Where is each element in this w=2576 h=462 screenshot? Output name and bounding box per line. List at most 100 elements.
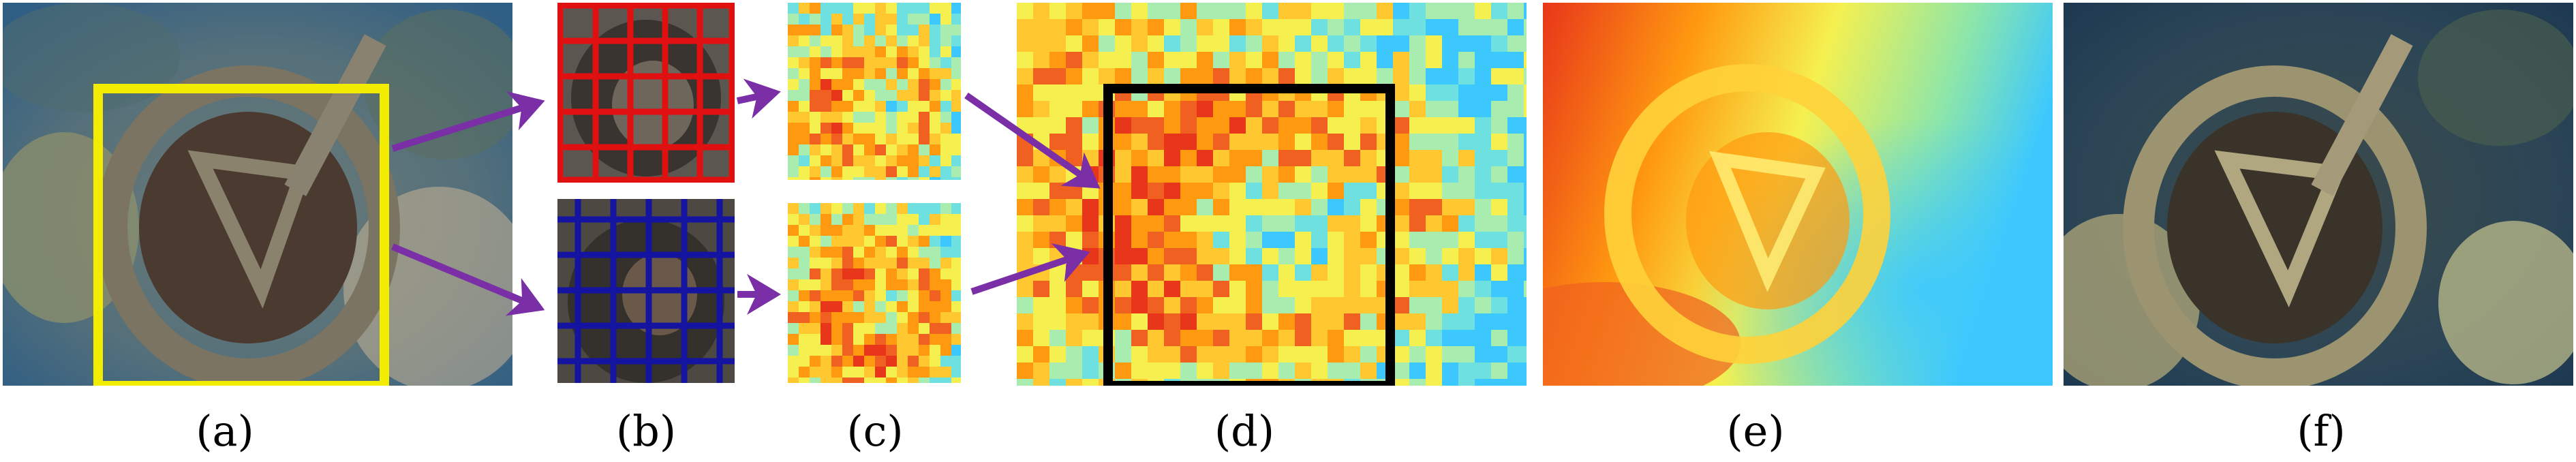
heatmap-cell (919, 25, 930, 36)
heatmap-cell (1491, 19, 1508, 36)
heatmap-cell (1475, 19, 1492, 36)
heatmap-cell (1131, 199, 1148, 216)
heatmap-cell (1491, 117, 1508, 134)
heatmap-cell (951, 323, 961, 335)
heatmap-cell (1197, 248, 1214, 265)
heatmap-cell (1262, 248, 1279, 265)
heatmap-cell (951, 290, 961, 302)
heatmap-cell (831, 301, 843, 313)
heatmap-cell (1344, 183, 1361, 200)
heatmap-cell (821, 356, 832, 367)
heatmap-cell (1426, 117, 1443, 134)
heatmap-cell (1148, 150, 1165, 167)
heatmap-cell (1213, 264, 1230, 281)
heatmap-cell (1229, 68, 1246, 85)
heatmap-cell (788, 79, 799, 91)
heatmap-cell (1458, 84, 1475, 102)
panel-b-red-grid-patch (557, 3, 735, 183)
heatmap-cell (1180, 68, 1197, 85)
heatmap-cell (1475, 297, 1492, 314)
heatmap-cell (1344, 363, 1361, 380)
heatmap-cell (1017, 297, 1034, 314)
heatmap-cell (1442, 52, 1459, 69)
heatmap-cell (1164, 215, 1181, 232)
heatmap-cell (1442, 199, 1459, 216)
heatmap-cell (940, 312, 952, 324)
heatmap-cell (1442, 3, 1459, 20)
heatmap-cell (853, 334, 865, 345)
heatmap-cell (875, 144, 887, 156)
heatmap-cell (1082, 68, 1099, 85)
heatmap-cell (810, 123, 821, 134)
heatmap-cell (886, 90, 898, 102)
heatmap-cell (1164, 264, 1181, 281)
heatmap-cell (810, 112, 821, 123)
heatmap-cell (1458, 3, 1475, 20)
label-d: (d) (1214, 406, 1275, 456)
heatmap-cell (1426, 101, 1443, 118)
heatmap-cell (1328, 19, 1345, 36)
heatmap-cell (1295, 150, 1312, 167)
heatmap-cell (951, 144, 961, 156)
heatmap-cell (842, 258, 854, 269)
heatmap-cell (831, 290, 843, 302)
heatmap-cell (1229, 313, 1246, 330)
heatmap-cell (1197, 363, 1214, 380)
heatmap-cell (951, 35, 961, 47)
heatmap-cell (1099, 35, 1116, 52)
heatmap-cell (1442, 150, 1459, 167)
heatmap-cell (1426, 330, 1443, 347)
heatmap-cell (1229, 346, 1246, 363)
heatmap-cell (1360, 19, 1377, 36)
heatmap-cell (951, 279, 961, 291)
heatmap-cell (1442, 117, 1459, 134)
heatmap-cell (1360, 150, 1377, 167)
heatmap-cell (951, 134, 961, 145)
heatmap-cell (897, 101, 908, 112)
heatmap-cell (788, 155, 799, 167)
heatmap-cell (1246, 52, 1263, 69)
heatmap-cell (908, 214, 919, 226)
heatmap-cell (1344, 281, 1361, 298)
heatmap-cell (831, 177, 843, 180)
heatmap-cell (1262, 313, 1279, 330)
heatmap-cell (875, 236, 887, 247)
heatmap-cell (875, 203, 887, 215)
heatmap-cell (853, 279, 865, 291)
heatmap-cell (1049, 3, 1067, 20)
heatmap-cell (853, 144, 865, 156)
heatmap-cell (1197, 166, 1214, 183)
heatmap-cell (1148, 3, 1165, 20)
heatmap-cell (1213, 166, 1230, 183)
heatmap-cell (799, 301, 810, 313)
heatmap-cell (1278, 330, 1295, 347)
heatmap-cell (875, 123, 887, 134)
heatmap-cell (799, 101, 810, 112)
heatmap-cell (1017, 232, 1034, 249)
heatmap-cell (919, 247, 930, 258)
heatmap-cell (821, 279, 832, 291)
heatmap-cell (930, 203, 941, 215)
heatmap-cell (940, 35, 952, 47)
heatmap-cell (1180, 150, 1197, 167)
heatmap-cell (1197, 35, 1214, 52)
heatmap-cell (1229, 281, 1246, 298)
heatmap-cell (853, 79, 865, 91)
heatmap-cell (1426, 166, 1443, 183)
heatmap-cell (810, 101, 821, 112)
heatmap-cell (919, 203, 930, 215)
heatmap-cell (821, 236, 832, 247)
heatmap-cell (1278, 199, 1295, 216)
heatmap-cell (853, 123, 865, 134)
heatmap-cell (1458, 297, 1475, 314)
heatmap-cell (940, 3, 952, 14)
heatmap-cell (875, 101, 887, 112)
heatmap-cell (1360, 264, 1377, 281)
heatmap-cell (951, 166, 961, 178)
wheel-silhouette (1604, 64, 1890, 364)
heatmap-cell (875, 279, 887, 291)
heatmap-cell (886, 356, 898, 367)
heatmap-cell (1295, 297, 1312, 314)
heatmap-cell (810, 367, 821, 378)
heatmap-cell (875, 214, 887, 226)
